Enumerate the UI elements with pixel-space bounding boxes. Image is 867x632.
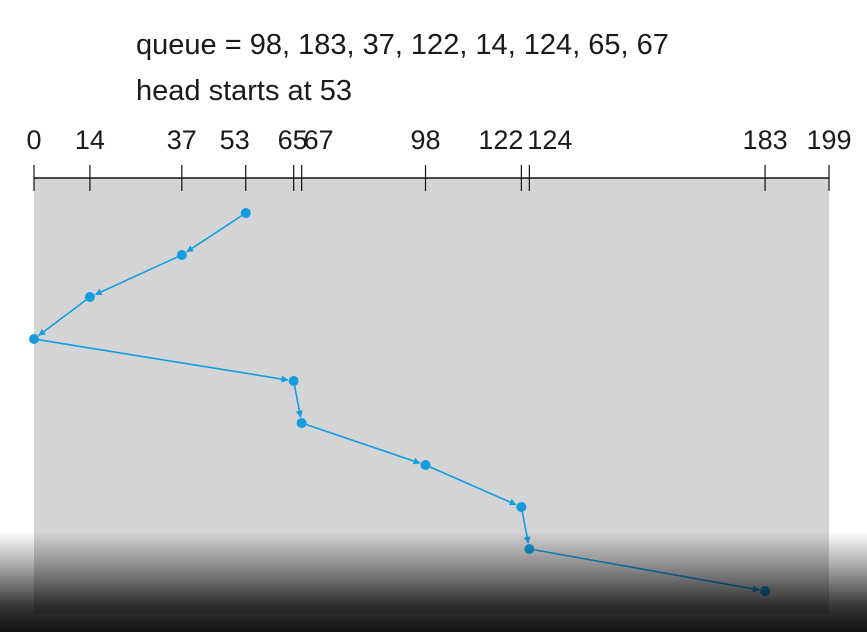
visit-point-0 [29, 334, 39, 344]
tick-label-65: 65 [278, 125, 308, 155]
tick-label-67: 67 [304, 125, 334, 155]
tick-label-122: 122 [478, 125, 523, 155]
tick-label-37: 37 [167, 125, 197, 155]
visit-point-67 [296, 418, 307, 428]
move-arrow-0-to-65 [38, 339, 289, 383]
visit-point-98 [420, 460, 431, 470]
queue-caption: queue = 98, 183, 37, 122, 14, 124, 65, 6… [136, 29, 669, 61]
tick-label-0: 0 [26, 125, 41, 155]
visit-point-124 [524, 544, 535, 554]
tick-label-53: 53 [220, 125, 250, 155]
move-arrow-65-to-67 [293, 385, 303, 418]
move-arrow-14-to-0 [38, 299, 87, 337]
move-arrow-37-to-14 [94, 256, 178, 296]
move-arrow-98-to-122 [429, 466, 517, 506]
move-arrow-67-to-98 [306, 423, 421, 465]
visit-point-14 [84, 292, 95, 302]
visit-point-53 [240, 208, 251, 218]
tick-label-199: 199 [806, 125, 851, 155]
head-start-caption: head starts at 53 [136, 75, 353, 107]
move-arrow-53-to-37 [186, 215, 242, 253]
cylinder-panel [34, 178, 829, 614]
visit-point-122 [516, 502, 527, 512]
tick-label-98: 98 [410, 125, 440, 155]
visit-point-37 [176, 250, 187, 260]
tick-label-14: 14 [75, 125, 105, 155]
tick-label-124: 124 [527, 125, 572, 155]
visit-point-65 [288, 376, 299, 386]
tick-label-183: 183 [743, 125, 788, 155]
visit-point-183 [760, 586, 771, 596]
